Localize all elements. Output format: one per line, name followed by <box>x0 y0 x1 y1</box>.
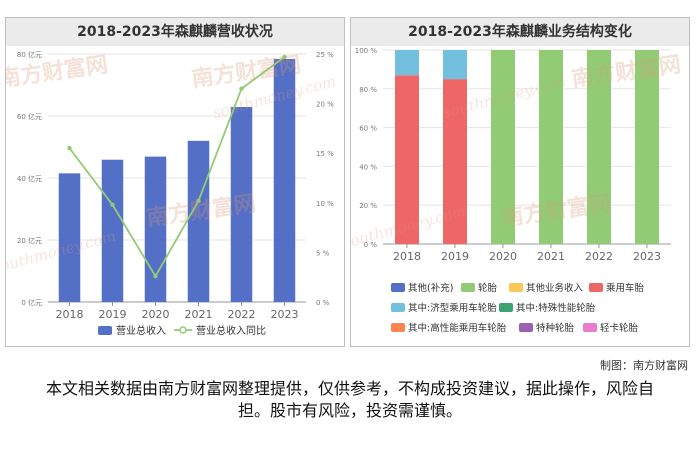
legend-label: 轻卡轮胎 <box>600 322 639 334</box>
legend-swatch-growth-marker <box>179 326 187 334</box>
legend-swatch <box>461 283 475 292</box>
growth-point <box>282 54 287 60</box>
stack-segment <box>491 50 515 244</box>
stack-segment <box>395 50 419 76</box>
x-tick-label: 2019 <box>99 308 127 321</box>
growth-line <box>68 56 286 278</box>
legend-label: 其他业务收入 <box>526 282 584 294</box>
x-tick-label: 2018 <box>56 308 84 321</box>
y-left-tick-label: 80 亿元 <box>17 50 42 59</box>
legend-label-growth: 营业总收入同比 <box>196 324 266 337</box>
disclaimer-text: 本文相关数据由南方财富网整理提供，仅供参考，不构成投资建议，据此操作，风险自担。… <box>45 379 654 420</box>
legend-swatch <box>583 323 597 332</box>
y-tick-label: 60 % <box>359 125 377 133</box>
revenue-bar <box>273 58 296 303</box>
legend-label: 其他(补充) <box>408 282 453 294</box>
structure-chart: 0 % 20 % 40 % 60 % 80 % 100 % 2018 2019 2020 2021… <box>355 47 671 334</box>
stack-segment <box>539 50 563 244</box>
legend-swatch <box>499 303 513 312</box>
stack-segment <box>443 79 467 244</box>
x-tick-label: 2023 <box>633 250 661 263</box>
x-tick-label: 2021 <box>185 308 213 321</box>
y-left-tick-label: 20 亿元 <box>17 236 42 245</box>
legend-swatch <box>519 323 533 332</box>
revenue-chart-panel: 2018-2023年森麒麟营收状况 0 亿元 20 亿元 40 亿元 60 亿元 80 … <box>5 17 345 347</box>
growth-point <box>67 146 72 151</box>
y-left-tick-label: 60 亿元 <box>17 112 42 121</box>
y-right-tick-label: 15 % <box>316 150 334 158</box>
legend-label: 乘用车胎 <box>606 282 645 294</box>
structure-chart-title: 2018-2023年森麒麟业务结构变化 <box>351 18 689 46</box>
stack-segment <box>635 50 659 244</box>
x-tick-label: 2022 <box>228 308 256 321</box>
y-right-tick-label: 0 % <box>316 299 330 307</box>
legend-label: 其中:高性能乘用车轮胎 <box>408 322 507 334</box>
y-left-tick-label: 0 亿元 <box>21 298 42 307</box>
y-tick-label: 20 % <box>359 202 377 210</box>
y-tick-label: 100 % <box>355 47 378 55</box>
x-tick-label: 2020 <box>142 308 170 321</box>
legend-swatch <box>509 283 523 292</box>
stack-segment <box>587 50 611 244</box>
y-tick-label: 0 % <box>364 241 378 249</box>
growth-point <box>153 274 158 279</box>
x-tick-label: 2021 <box>537 250 565 263</box>
chart-credit: 制图：南方财富网 <box>600 359 688 372</box>
x-tick-label: 2019 <box>441 250 469 263</box>
legend-label-revenue: 营业总收入 <box>116 324 166 337</box>
legend-label: 轮胎 <box>478 282 498 294</box>
x-tick-label: 2018 <box>393 250 421 263</box>
y-right-tick-label: 5 % <box>316 249 330 257</box>
revenue-bar <box>101 159 124 302</box>
legend-label: 其中:特殊性能轮胎 <box>516 302 596 314</box>
legend-swatch-revenue <box>98 326 112 335</box>
revenue-chart: 0 亿元 20 亿元 40 亿元 60 亿元 80 亿元 0 % 5 % 10 % 15 % 20… <box>17 50 334 337</box>
revenue-chart-title: 2018-2023年森麒麟营收状况 <box>6 18 344 46</box>
y-right-tick-label: 20 % <box>316 101 334 109</box>
structure-chart-panel: 2018-2023年森麒麟业务结构变化 0 % 20 % 40 % 60 % 80 % 1… <box>350 17 690 347</box>
growth-point <box>110 202 115 207</box>
revenue-bar <box>144 156 167 302</box>
x-tick-label: 2020 <box>489 250 517 263</box>
y-tick-label: 80 % <box>359 86 377 94</box>
growth-point <box>239 86 244 91</box>
legend-swatch <box>391 303 405 312</box>
revenue-bar <box>58 173 81 302</box>
legend-label: 特种轮胎 <box>536 322 575 334</box>
revenue-bar <box>230 107 253 302</box>
y-right-tick-label: 25 % <box>316 51 334 59</box>
y-tick-label: 40 % <box>359 163 377 171</box>
legend-label: 其中:济型乘用车轮胎 <box>408 302 497 314</box>
legend-swatch <box>391 283 405 292</box>
y-left-tick-label: 40 亿元 <box>17 174 42 183</box>
legend-swatch <box>391 323 405 332</box>
stack-segment <box>395 75 419 244</box>
x-tick-label: 2023 <box>271 308 299 321</box>
growth-point <box>196 198 201 204</box>
revenue-bar <box>187 140 210 302</box>
x-tick-label: 2022 <box>585 250 613 263</box>
legend-swatch <box>589 283 603 292</box>
y-right-tick-label: 10 % <box>316 200 334 208</box>
stack-segment <box>443 50 467 80</box>
